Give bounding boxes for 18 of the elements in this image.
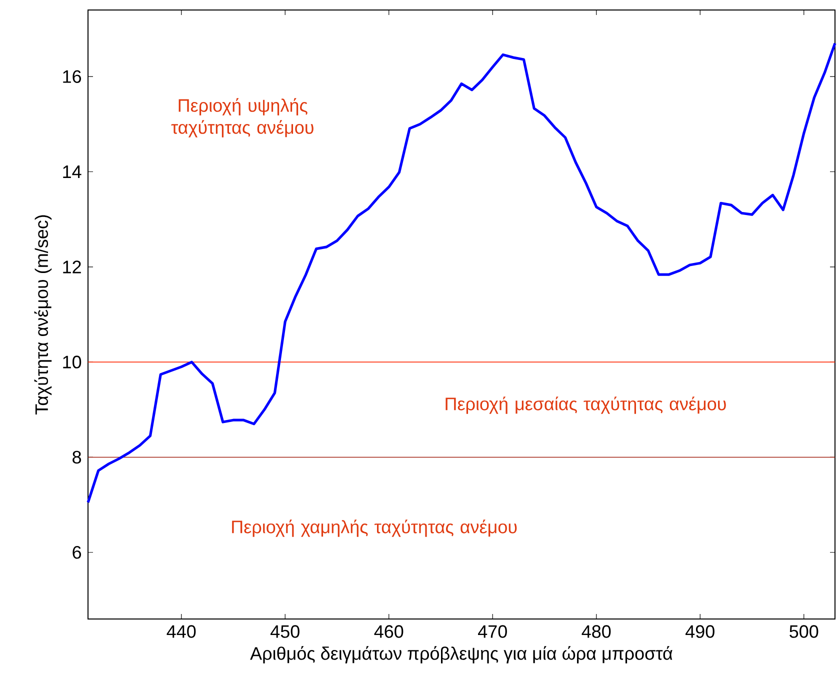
y-tick-label: 8 xyxy=(72,450,82,464)
y-tick-label: 16 xyxy=(63,70,82,83)
y-tick-label: 6 xyxy=(72,546,82,559)
y-tick-label: 10 xyxy=(63,356,82,368)
x-tick-label: 470 xyxy=(478,625,507,638)
x-tick-label: 460 xyxy=(374,625,404,638)
x-tick-label: 450 xyxy=(270,625,300,638)
x-axis-title: Αριθμός δειγμάτων πρόβλεψης για μία ώρα μπροστά xyxy=(250,646,672,664)
x-tick-label: 440 xyxy=(166,625,196,638)
y-axis-title: Ταχύτητα ανέμου (m/sec) xyxy=(34,215,52,414)
x-tick-label: 500 xyxy=(790,625,818,638)
x-tick-label: 480 xyxy=(582,625,611,638)
annotation: Περιοχή υψηλής ταχύτητας ανέμου xyxy=(171,98,314,138)
annotation: Περιοχή μεσαίας ταχύτητας ανέμου xyxy=(446,396,726,414)
y-tick-label: 14 xyxy=(63,166,82,178)
y-tick-label: 12 xyxy=(63,260,81,274)
annotation: Περιοχή χαμηλής ταχύτητας ανέμου xyxy=(232,520,517,537)
x-tick-label: 490 xyxy=(686,625,714,638)
